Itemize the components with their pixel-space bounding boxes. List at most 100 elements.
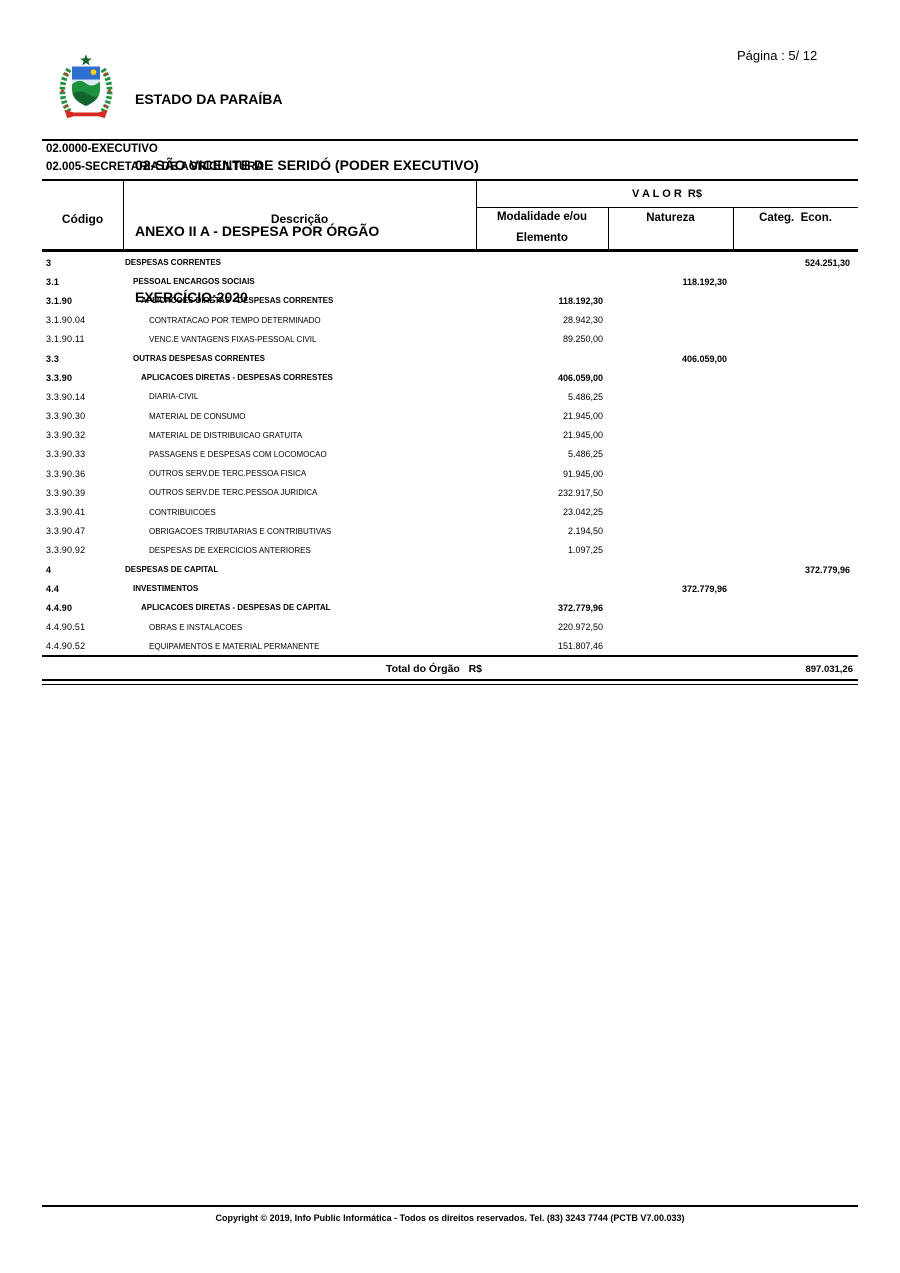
- table-row: 4 DESPESAS DE CAPITAL 372.779,96: [42, 560, 858, 579]
- row-categ-econ-value: 524.251,30: [804, 257, 850, 268]
- row-modalidade-value: 406.059,00: [557, 372, 603, 383]
- row-description: APLICACOES DIRETAS - DESPESAS DE CAPITAL: [141, 603, 331, 613]
- row-code: 3.3.90.30: [46, 411, 86, 422]
- column-header-categ-econ: Categ. Econ.: [759, 212, 832, 224]
- row-code: 3.1.90.11: [46, 334, 85, 345]
- row-code: 3: [46, 257, 52, 268]
- star-icon: [80, 54, 92, 66]
- column-border: [733, 208, 734, 249]
- row-modalidade-value: 5.486,25: [567, 449, 603, 460]
- row-description: OUTROS SERV.DE TERC.PESSOA FISICA: [149, 469, 307, 479]
- row-description: CONTRIBUICOES: [149, 507, 216, 517]
- berry: [64, 104, 68, 108]
- divider: [42, 179, 858, 181]
- row-description: VENC.E VANTAGENS FIXAS-PESSOAL CIVIL: [149, 334, 317, 344]
- row-natureza-value: 372.779,96: [681, 583, 727, 594]
- row-modalidade-value: 1.097,25: [567, 545, 603, 556]
- table-bottom-border: [42, 679, 858, 685]
- table-row: 3.3 OUTRAS DESPESAS CORRENTES 406.059,00: [42, 349, 858, 368]
- expense-table-body: 3 DESPESAS CORRENTES 524.251,30 3.1 PESSOAL …: [42, 253, 858, 656]
- row-description: CONTRATACAO POR TEMPO DETERMINADO: [149, 315, 321, 325]
- row-code: 3.3: [46, 353, 60, 364]
- row-modalidade-value: 2.194,50: [567, 526, 603, 537]
- row-description: OUTRAS DESPESAS CORRENTES: [133, 354, 266, 364]
- row-description: PASSAGENS E DESPESAS COM LOCOMOCAO: [149, 449, 327, 459]
- row-categ-econ-value: 372.779,96: [804, 564, 850, 575]
- berry: [104, 72, 108, 76]
- berry: [61, 89, 64, 93]
- table-row: 3.3.90.33 PASSAGENS E DESPESAS COM LOCOMO…: [42, 445, 858, 464]
- org-unit-label: 02.005-SECRETARIA DE AGRICULTURA: [46, 161, 264, 173]
- row-description: PESSOAL ENCARGOS SOCIAIS: [133, 277, 255, 287]
- table-row: 3.1.90.11 VENC.E VANTAGENS FIXAS-PESSOAL …: [42, 330, 858, 349]
- total-label: Total do Órgão R$: [385, 663, 482, 675]
- row-code: 4.4.90.51: [46, 622, 86, 633]
- column-header-descricao: Descrição: [270, 212, 329, 226]
- column-group-valor: V A L O R R$: [632, 188, 702, 200]
- row-modalidade-value: 23.042,25: [562, 507, 603, 518]
- header-line-3: ANEXO II A - DESPESA POR ÓRGÃO: [135, 223, 380, 239]
- table-row: 3.3.90.36 OUTROS SERV.DE TERC.PESSOA FISI…: [42, 464, 858, 483]
- divider: [42, 139, 858, 141]
- berry: [64, 72, 68, 76]
- row-code: 4.4.90.52: [46, 641, 86, 652]
- header-line-2: 02-SÃO VICENTE DE SERIDÓ (PODER EXECUTIV…: [135, 157, 479, 173]
- report-header: ESTADO DA PARAÍBA 02-SÃO VICENTE DE SERI…: [135, 44, 479, 352]
- row-code: 3.3.90.47: [46, 526, 86, 537]
- row-description: OUTROS SERV.DE TERC.PESSOA JURIDICA: [149, 488, 318, 498]
- row-description: EQUIPAMENTOS E MATERIAL PERMANENTE: [149, 641, 320, 651]
- copyright-text: Copyright © 2019, Info Public Informátic…: [215, 1213, 685, 1223]
- row-code: 4.4.90: [46, 602, 73, 613]
- sun-icon: [90, 69, 97, 75]
- table-row: 3.3.90 APLICACOES DIRETAS - DESPESAS CORR…: [42, 368, 858, 387]
- table-row: 3.3.90.47 OBRIGACOES TRIBUTARIAS E CONTRI…: [42, 522, 858, 541]
- row-modalidade-value: 21.945,00: [562, 411, 603, 422]
- row-modalidade-value: 89.250,00: [562, 334, 603, 345]
- table-row: 4.4 INVESTIMENTOS 372.779,96: [42, 579, 858, 598]
- table-row: 3.3.90.30 MATERIAL DE CONSUMO 21.945,00: [42, 407, 858, 426]
- row-modalidade-value: 372.779,96: [557, 602, 603, 613]
- row-code: 3.1: [46, 276, 60, 287]
- column-header-elemento: Elemento: [516, 232, 568, 244]
- row-description: INVESTIMENTOS: [133, 584, 199, 594]
- row-modalidade-value: 91.945,00: [562, 468, 603, 479]
- row-description: MATERIAL DE DISTRIBUICAO GRATUITA: [149, 430, 303, 440]
- row-description: OBRAS E INSTALACOES: [149, 622, 243, 632]
- table-row: 3.3.90.32 MATERIAL DE DISTRIBUICAO GRATUI…: [42, 426, 858, 445]
- column-header-modalidade: Modalidade e/ou: [496, 211, 588, 223]
- row-code: 3.3.90.39: [46, 487, 86, 498]
- row-modalidade-value: 21.945,00: [562, 430, 603, 441]
- table-row: 3.1.90 APLICACOES DIRETAS - DESPESAS CORR…: [42, 291, 858, 310]
- paraiba-coat-of-arms-icon: [59, 54, 113, 119]
- row-code: 3.3.90.32: [46, 430, 86, 441]
- row-description: APLICACOES DIRETAS - DESPESAS CORRENTES: [141, 296, 334, 306]
- header-line-4: EXERCÍCIO:2020: [135, 289, 248, 305]
- row-code: 3.3.90.41: [46, 507, 86, 518]
- column-header-codigo: Código: [61, 212, 104, 226]
- row-code: 3.1.90: [46, 295, 73, 306]
- header-line-1: ESTADO DA PARAÍBA: [135, 91, 283, 107]
- table-row: 3.1.90.04 CONTRATACAO POR TEMPO DETERMINA…: [42, 311, 858, 330]
- column-border: [608, 208, 609, 249]
- row-modalidade-value: 5.486,25: [567, 391, 603, 402]
- table-row: 3.3.90.39 OUTROS SERV.DE TERC.PESSOA JURI…: [42, 483, 858, 502]
- row-code: 3.3.90.92: [46, 545, 86, 556]
- row-natureza-value: 118.192,30: [682, 276, 727, 287]
- row-modalidade-value: 28.942,30: [562, 315, 603, 326]
- column-border: [476, 181, 477, 249]
- row-description: DESPESAS CORRENTES: [125, 258, 222, 268]
- berry: [104, 104, 108, 108]
- row-modalidade-value: 220.972,50: [557, 622, 603, 633]
- shield: [71, 66, 101, 106]
- org-power-label: 02.0000-EXECUTIVO: [46, 143, 158, 155]
- ribbon: [64, 109, 108, 119]
- row-modalidade-value: 232.917,50: [557, 487, 603, 498]
- total-value: 897.031,26: [805, 664, 853, 675]
- total-top-border: [42, 655, 858, 657]
- row-description: DIARIA-CIVIL: [149, 392, 199, 402]
- valor-group-border: [476, 207, 858, 208]
- row-code: 3.3.90.33: [46, 449, 86, 460]
- row-description: DESPESAS DE CAPITAL: [125, 565, 219, 575]
- row-code: 3.3.90.36: [46, 468, 86, 479]
